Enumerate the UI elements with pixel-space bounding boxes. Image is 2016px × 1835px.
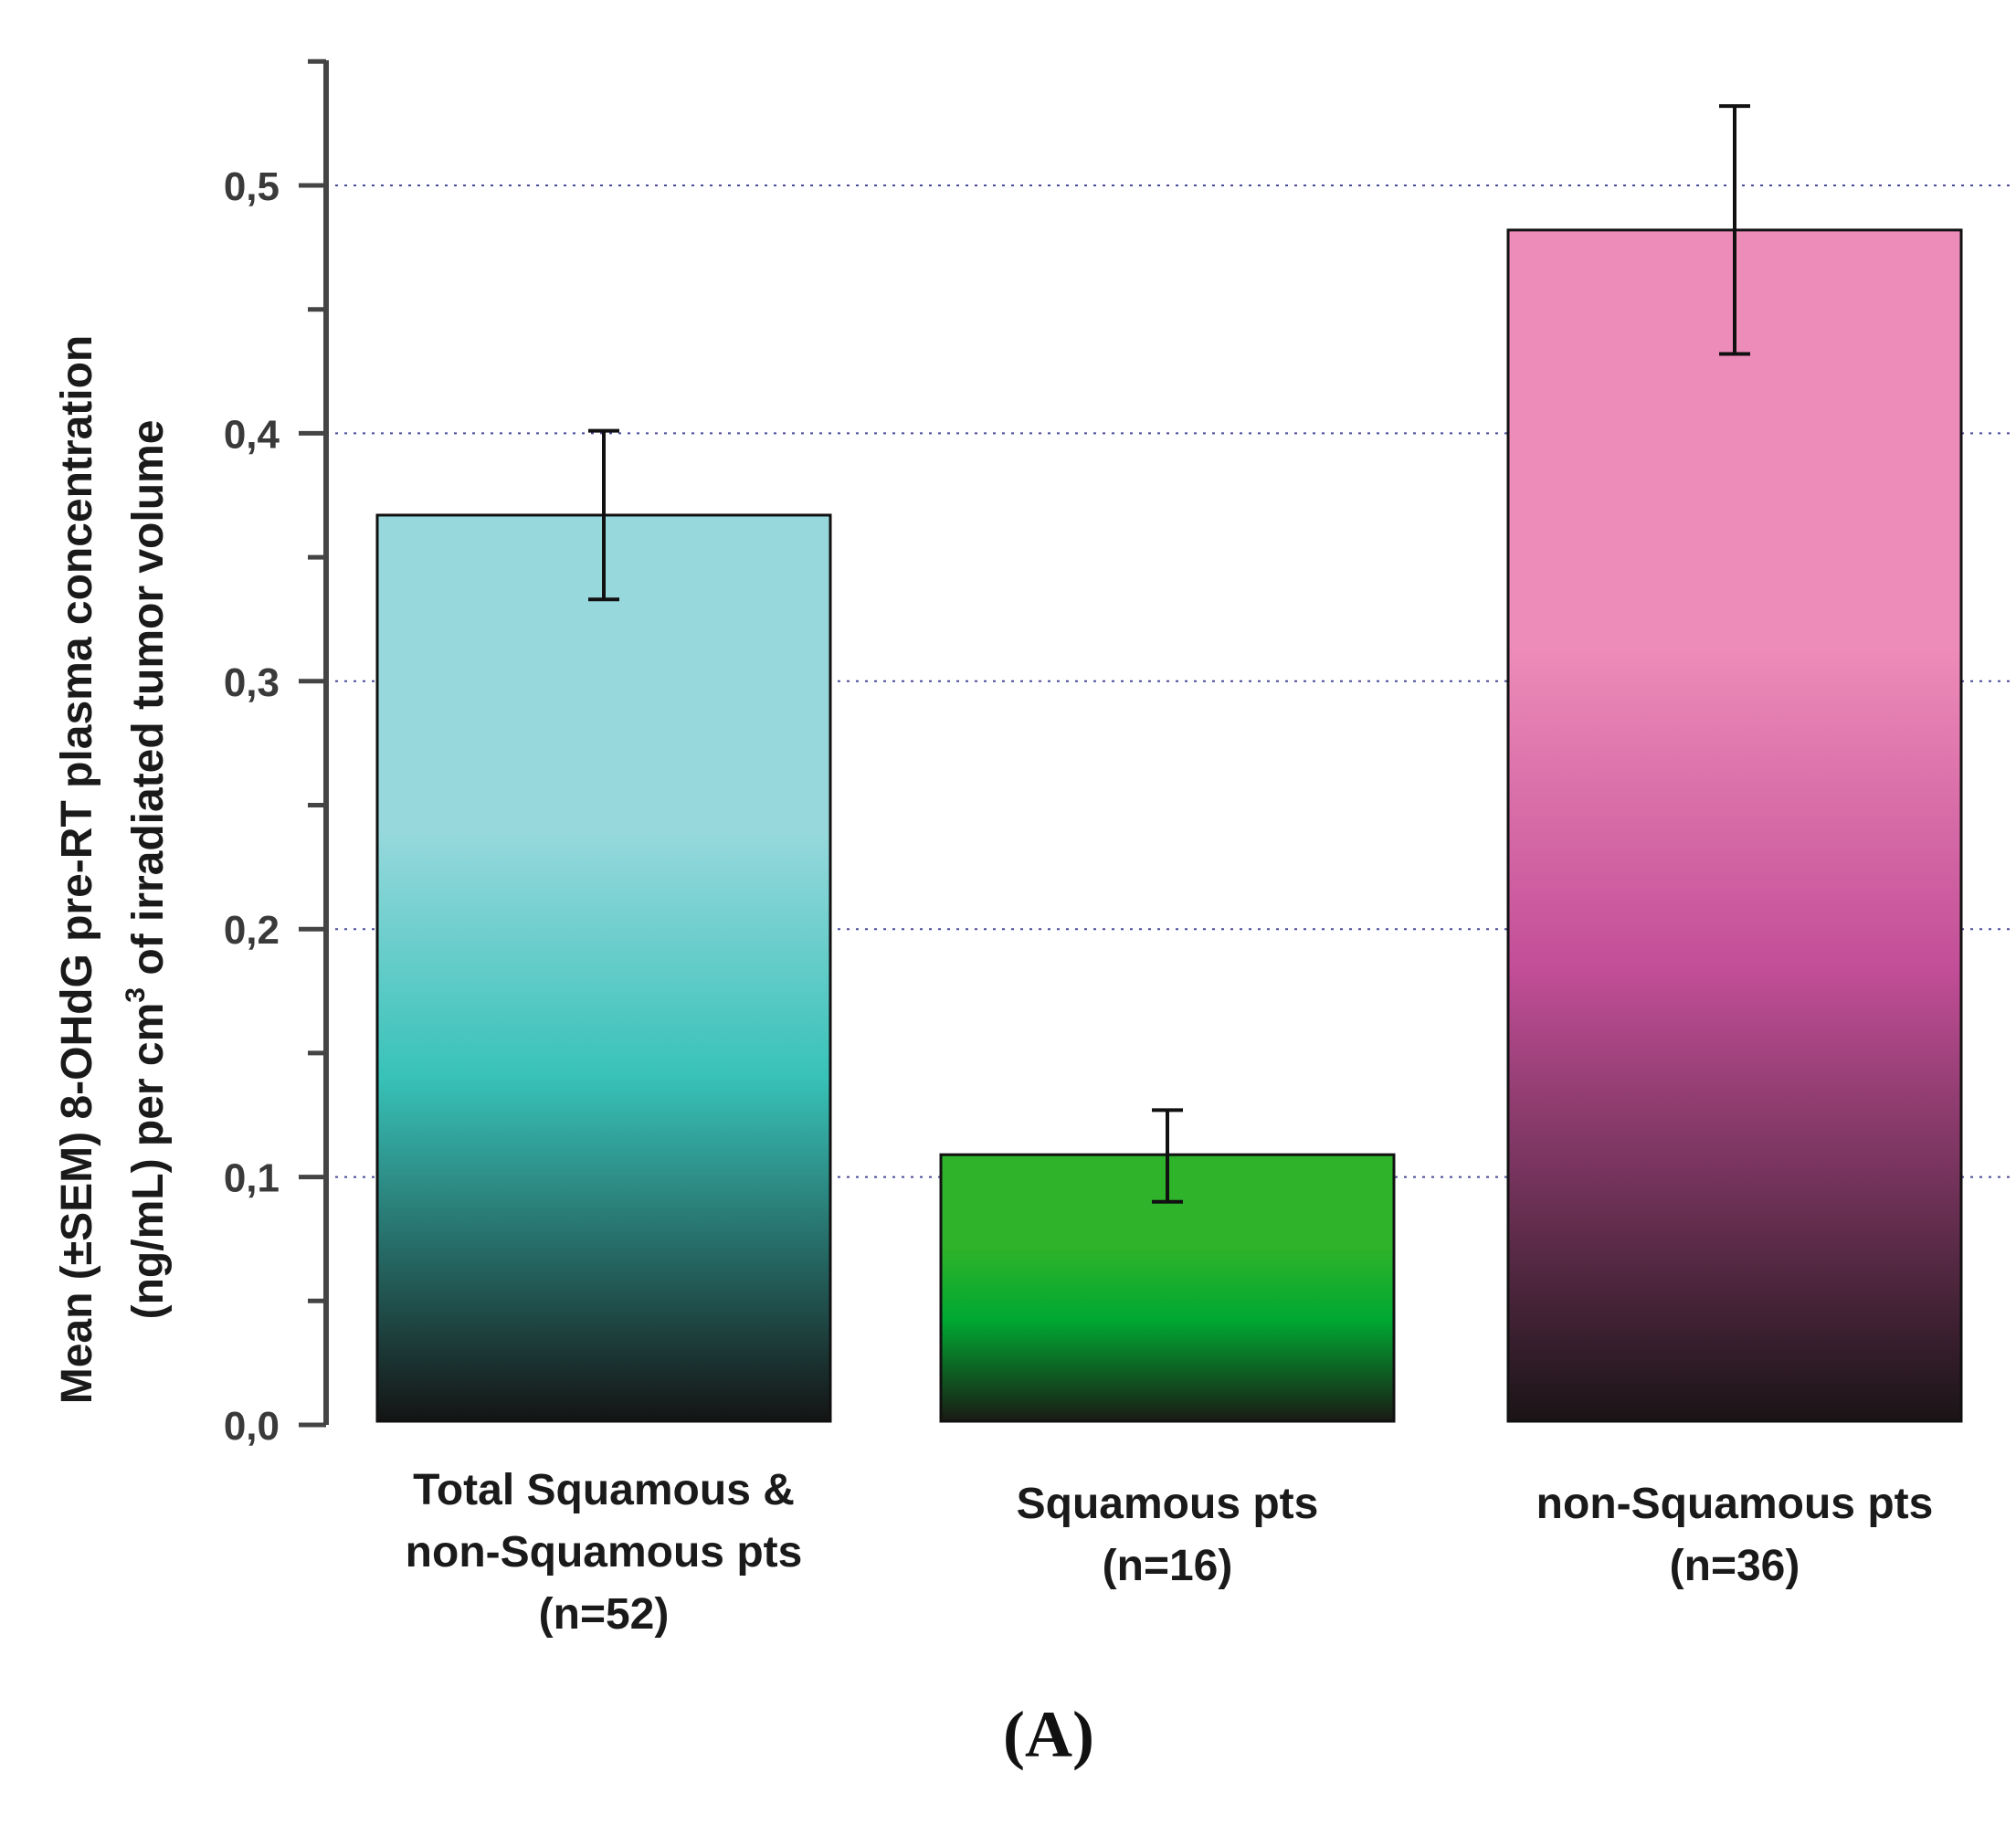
y-axis-title-superscript: 3	[121, 987, 151, 1003]
y-axis-title-line1: Mean (±SEM) 8-OHdG pre-RT plasma concent…	[53, 335, 101, 1405]
y-tick-label: 0,5	[224, 164, 280, 209]
y-axis-title-line2-pre: (ng/mL) per cm	[124, 1003, 173, 1320]
category-labels: Total Squamous & non-Squamous pts (n=52) Sq…	[406, 1466, 1934, 1639]
error-bar-2	[1719, 104, 1750, 356]
category-label-2-line-1: (n=36)	[1670, 1542, 1800, 1590]
y-tick-label: 0,0	[224, 1404, 280, 1449]
y-axis-title-2: (ng/mL) per cm3 of irradiated tumor volu…	[121, 420, 173, 1320]
category-label-0-line-1: non-Squamous pts	[406, 1528, 803, 1577]
panel-label: (A)	[1003, 1698, 1094, 1771]
error-bar-0	[588, 428, 619, 602]
y-axis-title-line2-post: of irradiated tumor volume	[124, 420, 173, 987]
category-label-2-line-0: non-Squamous pts	[1536, 1480, 1934, 1528]
bar-2	[1506, 228, 1963, 1423]
category-label-1-line-1: (n=16)	[1103, 1542, 1233, 1590]
y-axis: 0,0 0,1 0,2 0,3 0,4 0,5	[224, 58, 329, 1449]
bar-1	[939, 1153, 1396, 1423]
bar-0	[375, 513, 832, 1423]
error-bar-1	[1152, 1108, 1183, 1204]
y-tick-label: 0,1	[224, 1156, 280, 1201]
y-tick-label: 0,2	[224, 908, 280, 953]
category-label-0-line-0: Total Squamous &	[413, 1466, 795, 1514]
y-tick-label: 0,4	[224, 412, 280, 457]
category-label-1-line-0: Squamous pts	[1017, 1480, 1319, 1528]
category-label-0-line-2: (n=52)	[539, 1590, 670, 1639]
y-axis-title: Mean (±SEM) 8-OHdG pre-RT plasma concent…	[53, 335, 101, 1405]
y-tick-label: 0,3	[224, 660, 280, 705]
bars	[375, 228, 1963, 1423]
error-bars	[588, 104, 1750, 1204]
